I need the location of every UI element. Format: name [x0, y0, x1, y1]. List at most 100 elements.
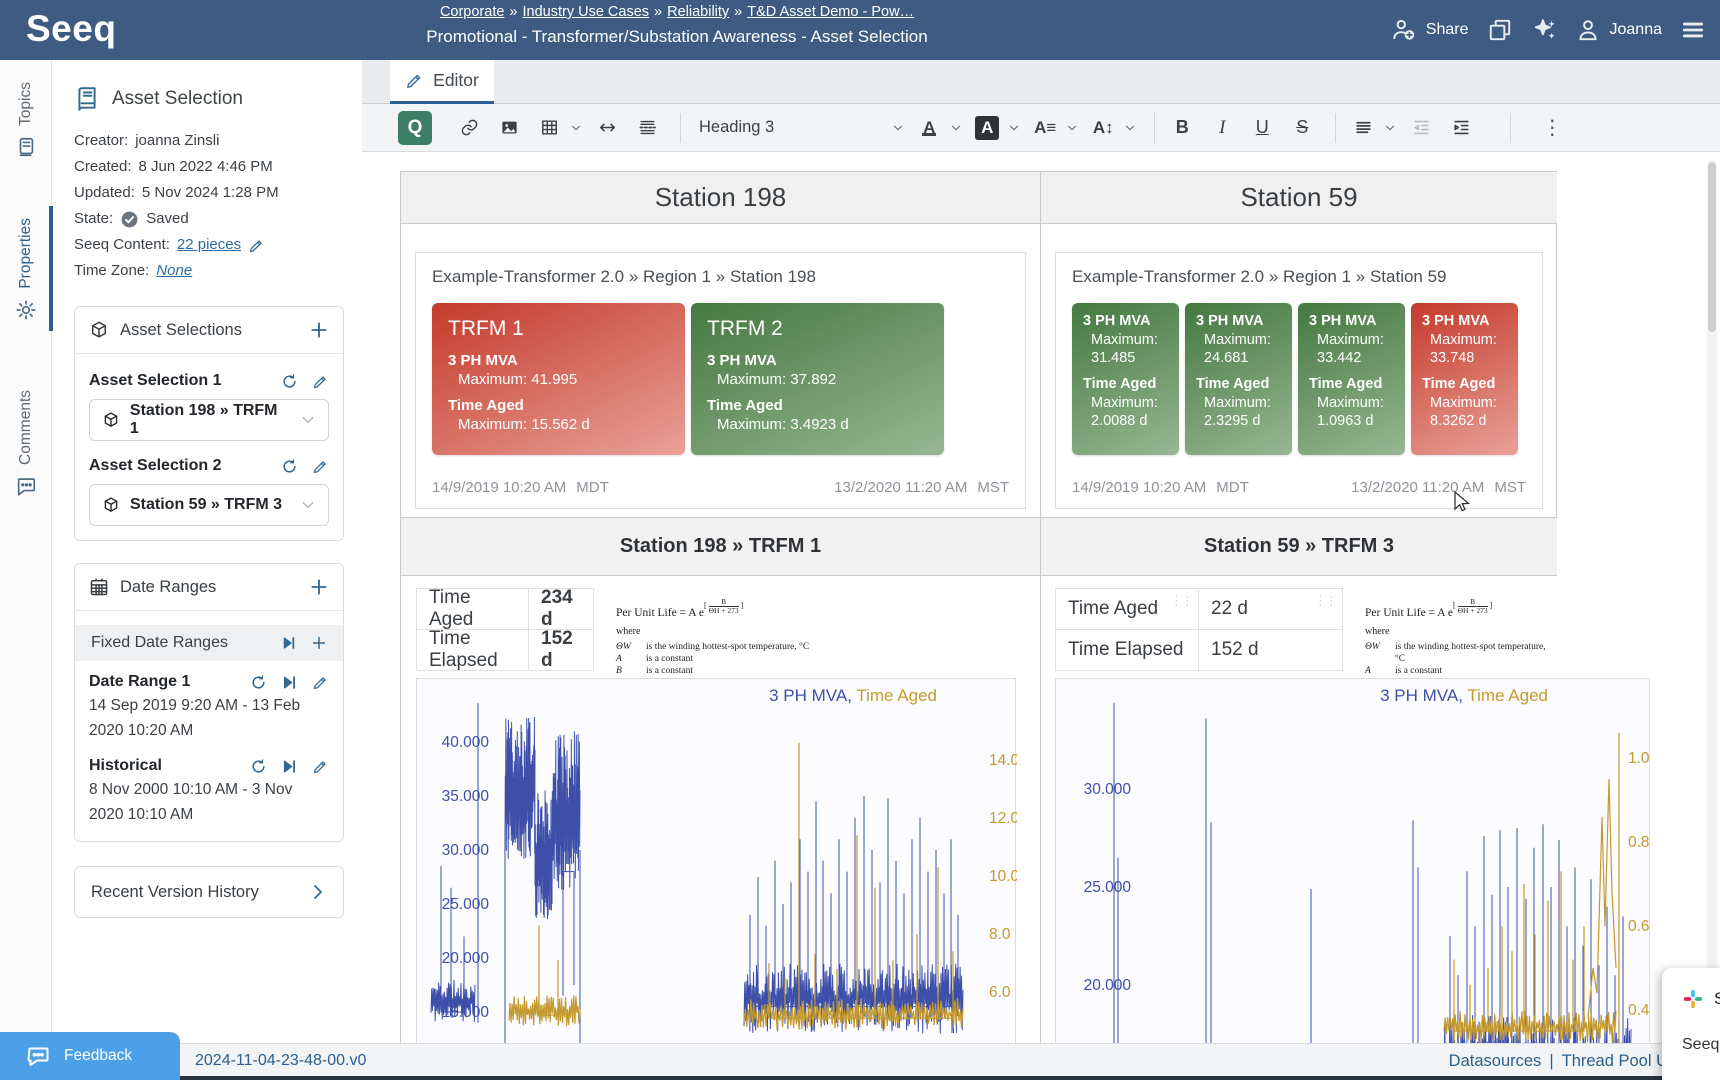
add-asset-selection-button[interactable] [309, 320, 329, 340]
thread-pool-link[interactable]: Thread Pool U [1561, 1052, 1668, 1070]
formula-where: where [616, 626, 641, 638]
step-forward-icon[interactable] [281, 635, 297, 651]
refresh-icon[interactable] [281, 458, 298, 475]
sidebar-tab-topics[interactable]: Topics [0, 82, 52, 158]
breadcrumb-link-corporate[interactable]: Corporate [439, 4, 505, 20]
check-circle-icon [120, 210, 139, 229]
edit-pencil-icon[interactable] [312, 758, 329, 775]
seeq-content-button[interactable]: Q [398, 110, 432, 145]
outdent-button[interactable] [1404, 111, 1438, 145]
seeq-content-link[interactable]: 22 pieces [176, 236, 242, 253]
topic-document[interactable]: Station 198 Station 59 Example-Transform… [362, 153, 1720, 1080]
insert-image-button[interactable] [492, 111, 526, 145]
breadcrumb-link-td-asset-demo[interactable]: T&D Asset Demo - Pow… [747, 4, 915, 20]
underline-button[interactable]: U [1255, 117, 1269, 137]
breadcrumb-link-reliability[interactable]: Reliability [667, 4, 730, 20]
share-button[interactable]: Share [1391, 17, 1469, 43]
timezone-link[interactable]: None [156, 262, 193, 279]
notification-popup[interactable]: S Seeq [1662, 968, 1720, 1080]
refresh-icon[interactable] [281, 373, 298, 390]
series-time-aged [768, 742, 954, 1019]
feedback-button[interactable]: Feedback [0, 1032, 180, 1080]
asset-selection-dropdown-1[interactable]: Station 198 » TRFM 1 [89, 399, 329, 441]
ai-sparkles-icon[interactable] [1531, 17, 1557, 43]
asset-card-1[interactable]: 3 PH MVA Maximum: 31.485 Time Aged Maximu… [1072, 303, 1179, 455]
edit-pencil-icon[interactable] [312, 674, 329, 691]
font-family-button[interactable]: A≡ [1028, 111, 1062, 145]
formula-def: is a constant [646, 654, 693, 665]
trend-chart-station-59-trfm-3[interactable]: 30.000 25.000 20.000 1.0 0.8 0.6 0.4 3 PH MVA, … [1055, 678, 1650, 1080]
metric-name: Time Aged [1196, 376, 1270, 392]
worksheets-icon[interactable] [1487, 17, 1513, 43]
chevron-down-icon[interactable] [1384, 122, 1396, 134]
insert-table-button[interactable] [532, 111, 566, 145]
drag-handle-icon[interactable]: ⋮⋮ [1170, 593, 1194, 608]
add-date-range-button[interactable] [309, 577, 329, 597]
drag-handle-icon[interactable]: ⋮⋮ [1314, 593, 1338, 608]
paragraph-style-dropdown[interactable]: Heading 3 [699, 118, 774, 137]
edit-pencil-icon[interactable] [312, 458, 329, 475]
maximum-label: Maximum: [1204, 395, 1271, 411]
user-menu[interactable]: Joanna [1575, 17, 1663, 43]
font-size-button[interactable]: A↕ [1086, 111, 1120, 145]
asset-card-trfm-2[interactable]: TRFM 2 3 PH MVA Maximum: 37.892 Time Age… [691, 303, 944, 455]
scrollbar-thumb[interactable] [1708, 162, 1716, 332]
stats-table[interactable]: Time Aged ⋮⋮ 22 d ⋮⋮ Time Elapsed 152 d [1055, 588, 1343, 671]
resize-width-button[interactable] [590, 111, 624, 145]
chevron-down-icon[interactable] [1124, 122, 1136, 134]
breadcrumb-link-industry-use-cases[interactable]: Industry Use Cases [522, 4, 650, 20]
field-timezone: Time Zone: None [74, 258, 344, 284]
highlight-color-button[interactable]: A [970, 111, 1004, 145]
series-3-ph-mva [562, 871, 575, 996]
edit-pencil-icon[interactable] [248, 237, 265, 254]
asset-card-2[interactable]: 3 PH MVA Maximum: 24.681 Time Aged Maximu… [1185, 303, 1292, 455]
gear-icon [15, 299, 37, 321]
asset-card-4[interactable]: 3 PH MVA Maximum: 33.748 Time Aged Maximu… [1411, 303, 1518, 455]
refresh-icon[interactable] [250, 674, 267, 691]
chevron-down-icon[interactable] [570, 122, 582, 134]
step-forward-icon[interactable] [281, 674, 298, 691]
field-label: State: [74, 210, 114, 227]
asset-selection-dropdown-2[interactable]: Station 59 » TRFM 3 [89, 484, 329, 526]
stats-table[interactable]: Time Aged 234 d Time Elapsed 152 d [416, 587, 594, 671]
metric-name: 3 PH MVA [448, 352, 518, 369]
footer-separator: | [1549, 1052, 1554, 1070]
formula-term: B [616, 666, 622, 677]
maximum-label: Maximum: [458, 371, 528, 388]
step-forward-icon[interactable] [281, 758, 298, 775]
trend-chart-station-198-trfm-1[interactable]: 40.000 35.000 30.000 25.000 20.000 15.000 14.0… [416, 678, 1017, 1080]
breadcrumb-separator: » [734, 4, 743, 20]
chevron-down-icon[interactable] [950, 122, 962, 134]
maximum-label: Maximum: [1091, 332, 1158, 348]
chevron-down-icon[interactable] [892, 122, 904, 134]
indent-button[interactable] [1444, 111, 1478, 145]
refresh-icon[interactable] [250, 758, 267, 775]
align-button[interactable] [1346, 111, 1380, 145]
right-axis-tick: 12.0 [989, 810, 1017, 827]
user-name: Joanna [1609, 21, 1663, 38]
seeq-logo[interactable]: Seeq [26, 8, 117, 49]
chevron-down-icon[interactable] [1008, 122, 1020, 134]
page-break-button[interactable] [630, 111, 664, 145]
insert-link-button[interactable] [452, 111, 486, 145]
tab-editor[interactable]: Editor [390, 60, 494, 104]
document-scrollbar[interactable] [1707, 160, 1717, 1038]
edit-pencil-icon[interactable] [312, 373, 329, 390]
bold-button[interactable]: B [1175, 117, 1189, 137]
editor-tab-bar: Editor [362, 60, 1720, 104]
properties-panel: Asset Selection Creator: joanna Zinsli C… [52, 60, 362, 1043]
hamburger-menu-icon[interactable] [1680, 17, 1706, 43]
italic-button[interactable]: I [1219, 116, 1226, 138]
series-3-ph-mva [534, 790, 554, 920]
asset-card-trfm-1[interactable]: TRFM 1 3 PH MVA Maximum: 41.995 Time Age… [432, 303, 685, 455]
text-color-button[interactable]: A [912, 111, 946, 145]
chevron-down-icon[interactable] [1066, 122, 1078, 134]
sidebar-tab-comments[interactable]: Comments [0, 390, 52, 497]
strikethrough-button[interactable]: S [1296, 117, 1309, 137]
more-options-button[interactable]: ⋮ [1542, 117, 1563, 139]
sidebar-tab-properties[interactable]: Properties [0, 206, 53, 331]
asset-card-3[interactable]: 3 PH MVA Maximum: 33.442 Time Aged Maximu… [1298, 303, 1405, 455]
datasources-link[interactable]: Datasources [1448, 1052, 1542, 1070]
add-fixed-range-button[interactable] [311, 635, 327, 651]
recent-version-history-button[interactable]: Recent Version History [74, 866, 344, 918]
